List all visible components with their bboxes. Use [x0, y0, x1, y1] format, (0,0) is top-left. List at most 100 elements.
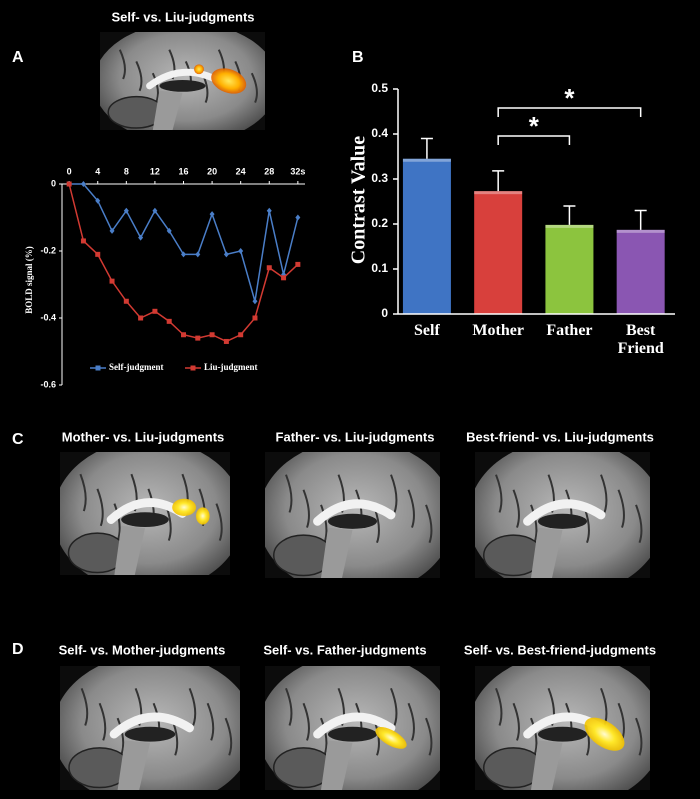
x-tick-label: 28 [264, 166, 274, 176]
point [109, 227, 115, 234]
ventricle [124, 726, 176, 742]
point [123, 207, 129, 214]
point [295, 261, 301, 267]
gyrus [96, 488, 104, 527]
x-tick-label: 12 [150, 166, 160, 176]
panel-label: A [12, 49, 24, 66]
ventricle [159, 80, 206, 92]
brain-image [60, 452, 230, 575]
point [109, 278, 115, 284]
brain-image [60, 666, 240, 790]
gyrus [425, 504, 433, 544]
error-bar [563, 205, 576, 225]
gyrus [617, 489, 625, 528]
x-tick-label: Mother [472, 322, 524, 339]
series-line [68, 183, 299, 343]
y-tick-label: -0.6 [40, 379, 56, 389]
brainstem [531, 527, 563, 578]
point [195, 335, 201, 341]
brain-title: Best-friend- vs. Liu-judgments [466, 429, 654, 444]
point [166, 227, 172, 234]
point [123, 298, 129, 304]
point [209, 332, 215, 338]
point [80, 181, 86, 187]
significance-star: * [564, 83, 575, 113]
gyrus [635, 504, 643, 544]
gyrus [425, 717, 433, 756]
gyrus [215, 503, 223, 541]
gyrus [390, 687, 398, 726]
gyrus [407, 702, 415, 741]
point [281, 275, 287, 281]
legend-marker [190, 365, 196, 371]
corpus-callosum [313, 499, 396, 526]
bar-highlight [402, 158, 451, 162]
point [223, 251, 229, 258]
gyrus [635, 717, 643, 756]
gyrus [188, 687, 197, 726]
x-tick-label: 24 [236, 166, 246, 176]
point [266, 265, 272, 271]
brainstem [152, 90, 183, 130]
y-tick-label: 0.5 [371, 81, 388, 95]
brain-title: Mother- vs. Liu-judgments [62, 429, 225, 444]
gyrus [116, 717, 125, 756]
gyrus [390, 474, 398, 513]
brainstem [531, 740, 563, 790]
y-tick-label: -0.4 [40, 312, 56, 322]
legend-marker [95, 365, 101, 371]
brain-image [265, 666, 440, 790]
point [209, 211, 215, 218]
brain-image [265, 452, 440, 578]
gyrus [285, 687, 293, 726]
point [295, 214, 301, 221]
activation [172, 498, 197, 516]
bar [616, 229, 665, 314]
corpus-callosum [313, 712, 396, 739]
gyrus [530, 717, 538, 756]
significance-bracket [497, 135, 571, 145]
gyrus [135, 60, 143, 92]
bar [474, 191, 523, 314]
y-tick-label: 0 [51, 178, 56, 188]
ventricle [121, 512, 169, 528]
brain-title: Self- vs. Mother-judgments [59, 642, 226, 657]
error-bar [492, 170, 505, 192]
gyrus [224, 717, 233, 756]
gyrus [302, 489, 310, 528]
y-tick-label: 0.2 [371, 216, 388, 230]
x-tick-label: 4 [95, 166, 100, 176]
bar [402, 158, 451, 314]
corpus-callosum [109, 712, 194, 739]
gyrus [320, 504, 328, 544]
gyrus [495, 687, 503, 726]
point [152, 308, 158, 314]
point [266, 207, 272, 214]
brain-image [475, 666, 650, 790]
gyrus [151, 72, 159, 103]
gyrus [80, 687, 89, 726]
x-tick-label: 32s [290, 166, 305, 176]
x-tick-label: Best Friend [617, 322, 664, 357]
y-tick-label: 0.1 [371, 261, 388, 275]
error-bar [420, 137, 433, 159]
brainstem [321, 740, 353, 790]
bar-highlight [616, 229, 665, 233]
activation [211, 68, 247, 94]
significance-bracket [497, 107, 642, 117]
activation [194, 64, 204, 75]
point [181, 251, 186, 258]
brainstem [117, 740, 150, 790]
gyrus [495, 474, 503, 513]
ventricle [538, 726, 587, 742]
gyrus [79, 473, 87, 512]
x-tick-label: 20 [207, 166, 217, 176]
bar-highlight [474, 191, 523, 195]
gyrus [512, 702, 520, 741]
significance-star: * [529, 111, 540, 141]
brain-title: Self- vs. Best-friend-judgments [464, 642, 656, 657]
x-tick-label: 16 [178, 166, 188, 176]
series-line [69, 183, 299, 302]
gyrus [320, 717, 328, 756]
